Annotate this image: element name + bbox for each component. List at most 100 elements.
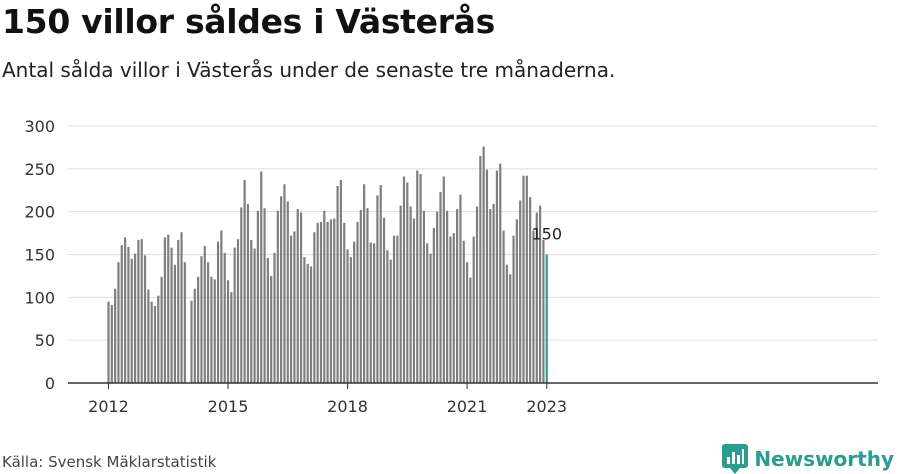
bar	[429, 253, 432, 383]
bar	[359, 209, 362, 383]
bar	[512, 235, 515, 383]
bar	[515, 219, 518, 383]
x-tick-label: 2018	[327, 397, 368, 416]
source-note: Källa: Svensk Mäklarstatistik	[2, 453, 217, 471]
bar	[519, 200, 522, 383]
bar	[107, 301, 110, 383]
bar	[197, 276, 200, 383]
bar	[525, 175, 528, 383]
bar	[465, 262, 469, 383]
bar	[270, 275, 273, 383]
y-tick-label: 100	[24, 288, 55, 307]
bar	[346, 249, 349, 383]
bar	[230, 292, 233, 383]
bar	[273, 252, 276, 383]
bar	[509, 274, 512, 383]
bar	[339, 179, 342, 383]
brand-name: Newsworthy	[754, 447, 894, 471]
x-tick-label: 2012	[88, 397, 129, 416]
bar	[402, 176, 406, 383]
bar	[529, 197, 532, 383]
y-tick-label: 150	[24, 246, 55, 265]
bar	[137, 239, 140, 383]
bar	[399, 205, 402, 383]
bar	[183, 262, 186, 383]
x-tick-label: 2015	[208, 397, 249, 416]
bar	[167, 234, 170, 383]
bar	[363, 184, 366, 383]
bar	[382, 217, 386, 383]
bar	[396, 235, 399, 383]
bar	[456, 209, 459, 383]
bar	[482, 146, 485, 383]
bar	[373, 243, 376, 383]
bar	[462, 240, 465, 383]
bar	[389, 259, 392, 383]
bar	[233, 247, 236, 383]
bar	[419, 173, 422, 383]
bar	[449, 236, 452, 383]
bar	[240, 207, 243, 383]
bar	[127, 246, 130, 383]
bar	[160, 276, 163, 383]
bar	[492, 203, 495, 383]
bar	[446, 210, 449, 383]
bar	[190, 300, 193, 383]
highlight-value-label: 150	[531, 225, 562, 244]
bar	[353, 241, 356, 383]
chart-title: 150 villor såldes i Västerås	[2, 2, 495, 41]
bar	[177, 239, 180, 383]
bar	[243, 179, 246, 383]
bar	[266, 257, 269, 383]
bar	[472, 236, 475, 383]
bar	[283, 184, 286, 383]
x-tick-label: 2021	[447, 397, 488, 416]
y-tick-label: 200	[24, 203, 55, 222]
bar	[416, 170, 419, 383]
bar	[326, 221, 329, 383]
bar	[392, 235, 396, 383]
bar	[459, 194, 462, 383]
bar	[469, 277, 472, 383]
bar	[502, 230, 505, 383]
bar	[299, 212, 303, 383]
bar	[276, 210, 279, 383]
bar	[452, 233, 455, 383]
bar	[180, 232, 183, 383]
bar	[143, 255, 147, 383]
bar	[376, 195, 379, 383]
bar	[539, 205, 542, 383]
bar	[499, 163, 502, 383]
bar	[442, 176, 445, 383]
bar	[157, 295, 160, 383]
bar	[236, 239, 240, 383]
bar	[386, 250, 389, 383]
bar	[479, 155, 482, 383]
bar	[133, 253, 137, 383]
bar	[505, 264, 508, 383]
bar	[193, 288, 196, 383]
bar	[173, 264, 176, 383]
bar	[263, 208, 266, 383]
bar	[163, 237, 167, 383]
bar	[110, 305, 113, 383]
bar	[489, 209, 492, 383]
bar	[366, 208, 369, 383]
bar	[439, 191, 442, 383]
bar	[303, 257, 306, 383]
bar	[213, 279, 216, 383]
bar	[153, 305, 157, 383]
bar	[436, 211, 439, 383]
bar	[124, 237, 127, 383]
bar	[253, 248, 256, 383]
bar	[356, 221, 359, 383]
bar	[306, 263, 309, 383]
y-tick-label: 300	[24, 117, 55, 136]
bar	[260, 171, 263, 383]
brand-logo[interactable]: Newsworthy	[722, 444, 894, 474]
bar	[532, 230, 535, 383]
chart-subtitle: Antal sålda villor i Västerås under de s…	[2, 58, 616, 82]
bar	[117, 262, 120, 383]
bar	[542, 239, 545, 383]
